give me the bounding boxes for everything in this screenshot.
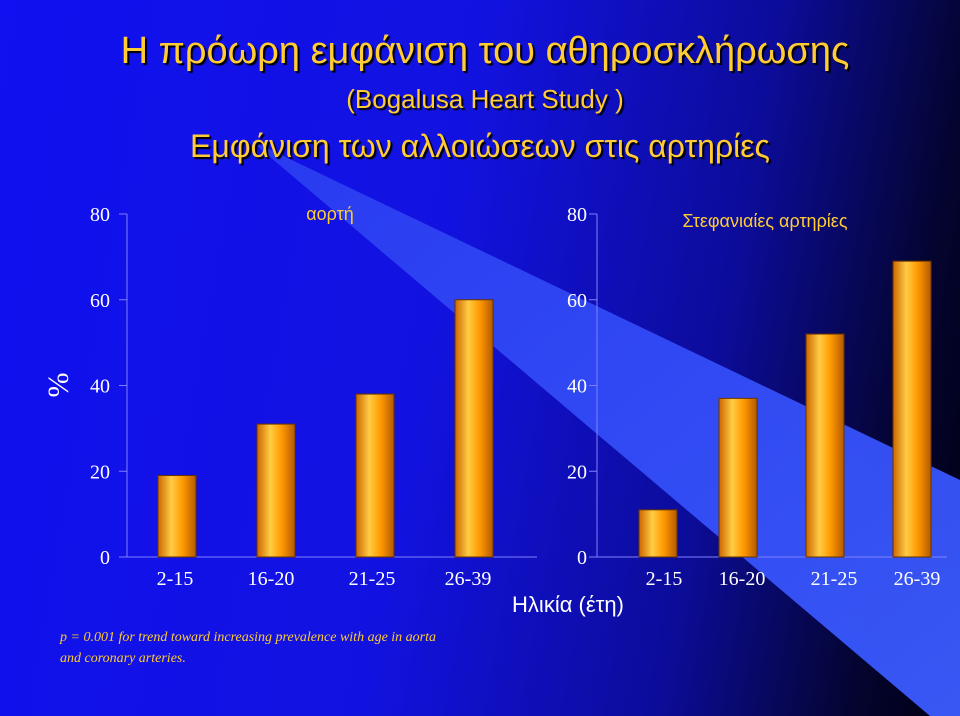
y-axis-label: % [42, 373, 75, 398]
bar-21-25 [355, 393, 395, 558]
y-tick-label: 0 [100, 547, 110, 569]
y-tick-label: 0 [577, 547, 587, 569]
bar-16-20 [256, 423, 296, 558]
x-tick-label: 21-25 [811, 568, 858, 590]
panel-title: αορτή [306, 204, 354, 224]
footnote-line-2: and coronary arteries. [60, 651, 186, 666]
x-tick-label: 26-39 [445, 568, 492, 590]
y-tick-label: 80 [567, 204, 587, 226]
bar-2-15 [157, 475, 197, 558]
y-tick-label: 40 [90, 376, 110, 398]
chart-aorta: 0 20 40 60 80 2-15 16-20 21-25 26-39 αορτή% [42, 204, 537, 590]
panel-title: Στεφανιαίες αρτηρίες [682, 211, 847, 231]
y-tick-label: 20 [90, 461, 110, 483]
slide-heading: Εμφάνιση των αλλοιώσεων στις αρτηρίες [190, 128, 770, 164]
y-tick-label: 80 [90, 204, 110, 226]
x-tick-label: 21-25 [349, 568, 396, 590]
chart-coronary: 0 20 40 60 80 2-15 16-20 21-25 26-39 Στεφανιαίες … [512, 204, 947, 617]
bar-21-25 [805, 333, 845, 558]
slide-title: Η πρόωρη εμφάνιση του αθηροσκλήρωσης [120, 30, 850, 72]
slide-subtitle: (Bogalusa Heart Study ) [346, 84, 624, 114]
x-tick-label: 16-20 [719, 568, 766, 590]
bar-16-20 [718, 397, 758, 558]
y-tick-label: 40 [567, 376, 587, 398]
bar-26-39 [892, 260, 932, 558]
y-tick-label: 60 [567, 290, 587, 312]
x-tick-label: 2-15 [157, 568, 194, 590]
y-tick-label: 20 [567, 461, 587, 483]
x-axis-label: Ηλικία (έτη) [512, 592, 624, 617]
x-tick-label: 26-39 [894, 568, 941, 590]
x-tick-label: 2-15 [646, 568, 683, 590]
x-tick-label: 16-20 [248, 568, 295, 590]
y-tick-label: 60 [90, 290, 110, 312]
footnote-line-1: p = 0.001 for trend toward increasing pr… [60, 630, 437, 645]
bar-2-15 [638, 509, 678, 558]
bar-26-39 [454, 299, 494, 558]
